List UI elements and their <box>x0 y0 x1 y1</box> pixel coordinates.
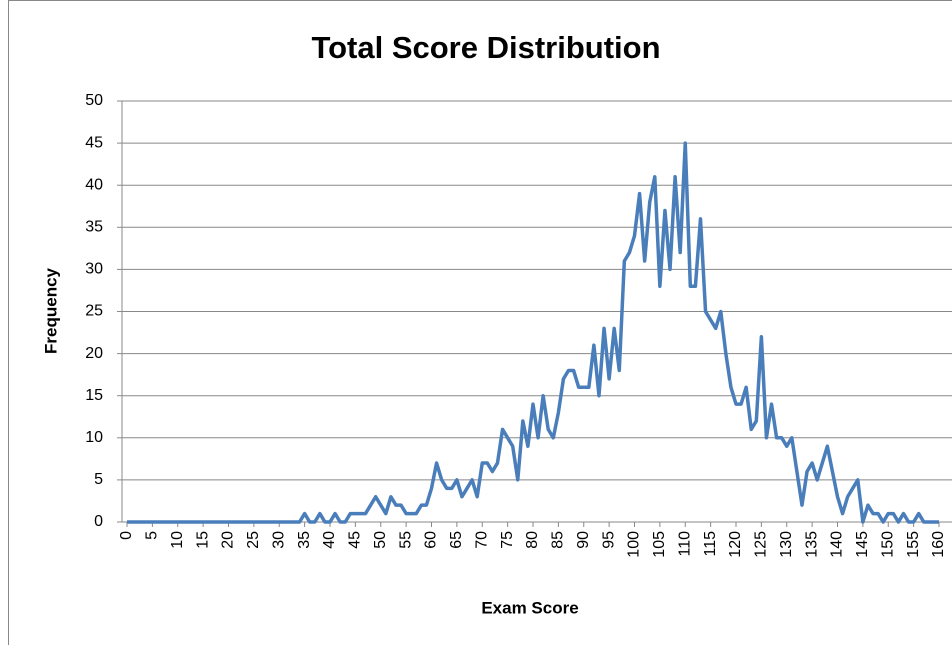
x-tick-label: 20 <box>220 531 237 549</box>
x-tick-label: 35 <box>296 531 313 549</box>
x-axis-label: Exam Score <box>481 598 578 617</box>
x-tick-label: 80 <box>524 531 541 549</box>
y-axis-label: Frequency <box>41 267 60 354</box>
x-tick-label: 120 <box>727 531 744 558</box>
x-tick-label: 105 <box>651 531 668 558</box>
x-tick-label: 75 <box>499 531 516 549</box>
x-tick-label: 25 <box>245 531 262 549</box>
x-tick-label: 85 <box>550 531 567 549</box>
chart-frame <box>8 0 952 645</box>
x-tick-label: 135 <box>803 531 820 558</box>
x-tick-label: 140 <box>829 531 846 558</box>
x-tick-label: 155 <box>905 531 922 558</box>
y-tick-label: 45 <box>85 134 103 151</box>
x-tick-label: 50 <box>372 531 389 549</box>
x-tick-label: 60 <box>423 531 440 549</box>
x-tick-label: 115 <box>702 531 719 557</box>
chart-title: Total Score Distribution <box>311 30 660 65</box>
y-tick-label: 20 <box>85 345 103 362</box>
x-tick-label: 0 <box>118 531 135 540</box>
x-tick-label: 65 <box>448 531 465 549</box>
x-tick-label: 130 <box>778 531 795 558</box>
x-tick-label: 160 <box>930 531 947 558</box>
x-tick-label: 40 <box>321 531 338 549</box>
x-tick-label: 15 <box>194 531 211 549</box>
x-tick-label: 70 <box>473 531 490 549</box>
x-tick-label: 125 <box>753 531 770 558</box>
y-tick-label: 40 <box>85 176 103 193</box>
y-tick-label: 25 <box>85 303 103 320</box>
x-tick-label: 45 <box>347 531 364 549</box>
x-tick-label: 55 <box>397 531 414 549</box>
x-tick-label: 10 <box>169 531 186 549</box>
x-tick-label: 100 <box>626 531 643 558</box>
y-tick-label: 5 <box>94 471 103 488</box>
x-tick-label: 5 <box>144 531 161 540</box>
x-tick-label: 95 <box>600 531 617 549</box>
y-tick-label: 50 <box>85 92 103 109</box>
y-tick-label: 10 <box>85 429 103 446</box>
y-tick-label: 30 <box>85 261 103 278</box>
x-tick-label: 150 <box>879 531 896 558</box>
x-tick-label: 110 <box>676 531 693 557</box>
x-tick-label: 30 <box>270 531 287 549</box>
data-line <box>127 141 939 524</box>
y-tick-label: 35 <box>85 219 103 236</box>
x-tick-label: 145 <box>854 531 871 558</box>
y-tick-label: 15 <box>85 387 103 404</box>
y-tick-label: 0 <box>94 513 103 530</box>
x-tick-label: 90 <box>575 531 592 549</box>
